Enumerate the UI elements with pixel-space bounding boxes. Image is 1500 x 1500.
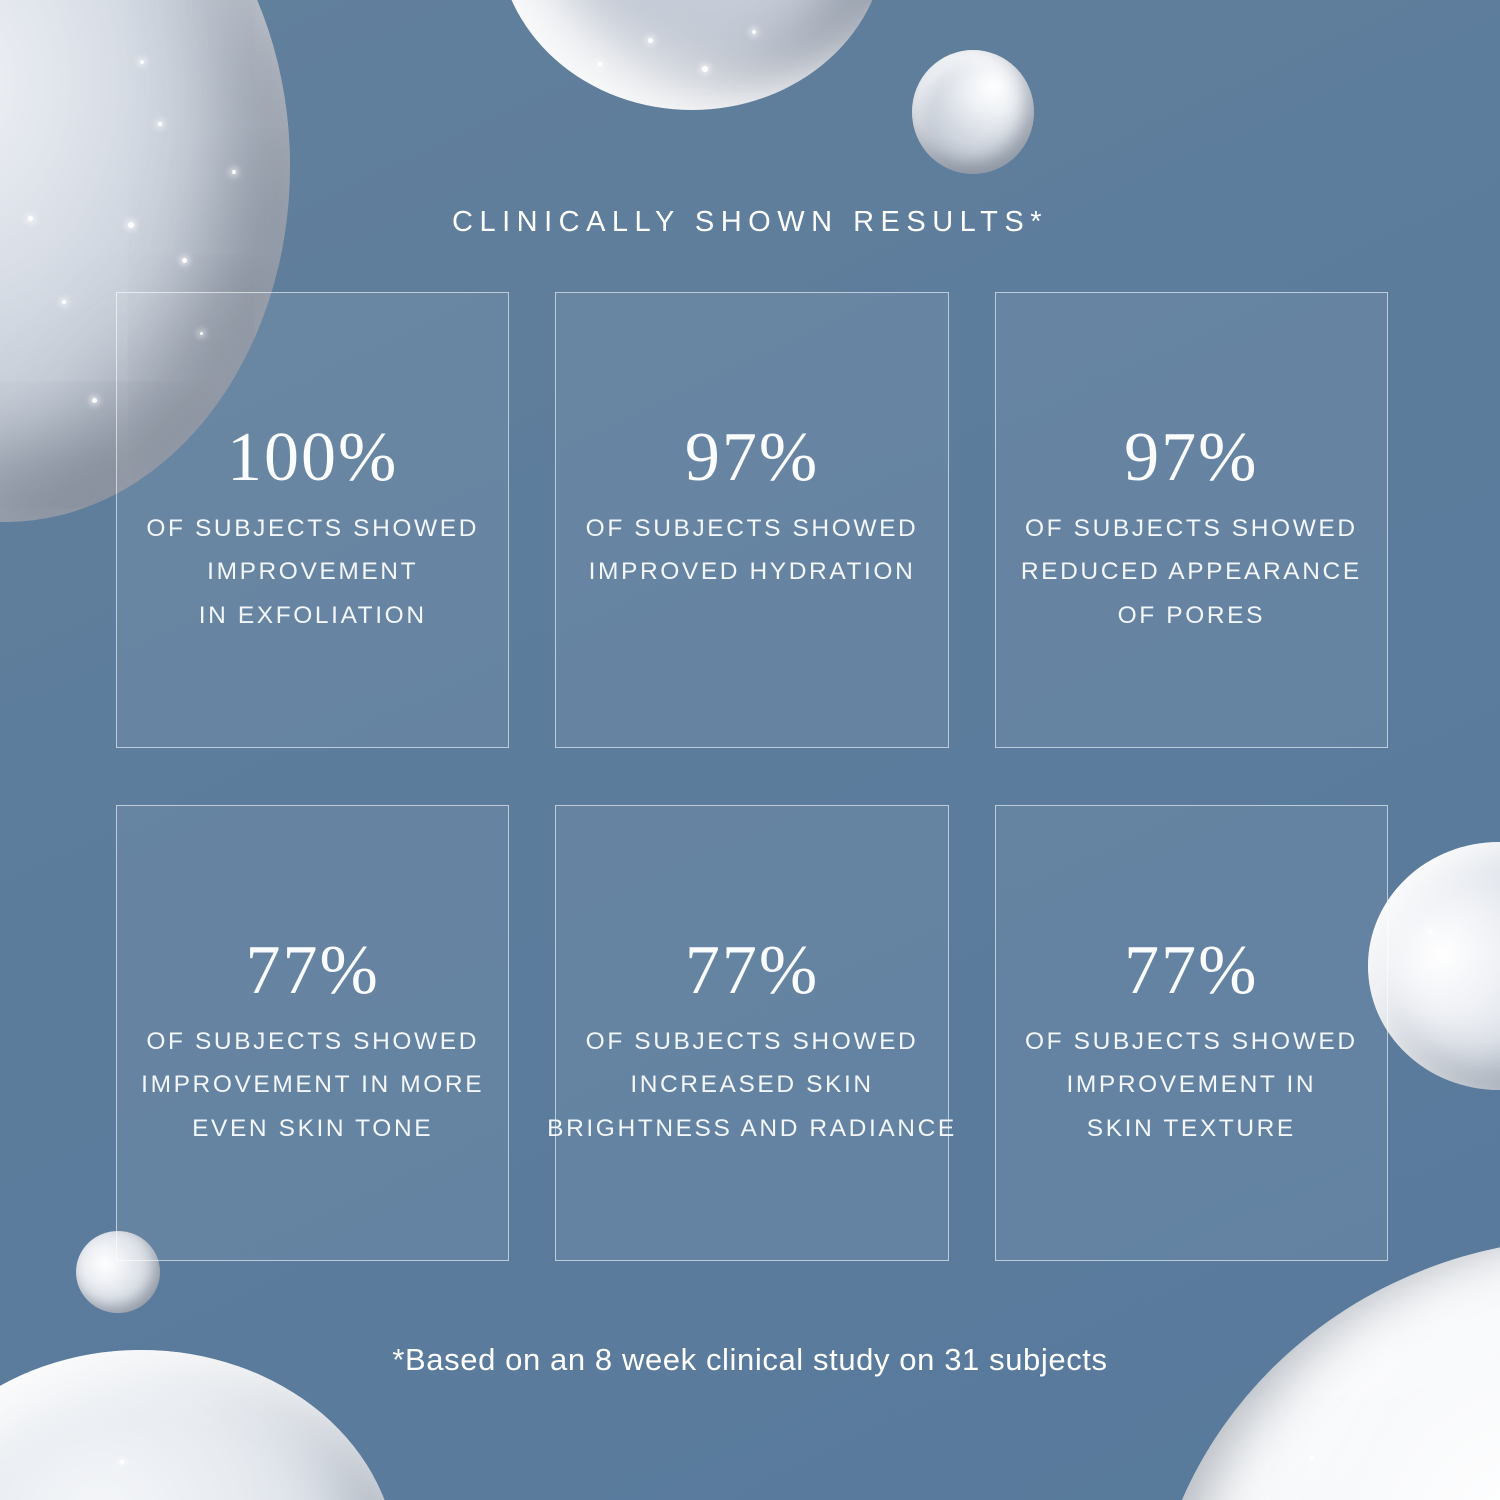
- sparkle: [128, 222, 134, 228]
- stat-description: OF SUBJECTS SHOWED IMPROVEMENT IN SKIN T…: [1025, 1027, 1358, 1142]
- sparkle: [752, 30, 756, 34]
- sparkle: [1428, 930, 1432, 934]
- stat-description: OF SUBJECTS SHOWED INCREASED SKIN BRIGHT…: [547, 1027, 957, 1142]
- stat-card-skin-tone: 77% OF SUBJECTS SHOWED IMPROVEMENT IN MO…: [116, 805, 510, 1261]
- sparkle: [702, 66, 708, 72]
- stat-value: 77%: [245, 932, 380, 1009]
- sparkle: [92, 398, 97, 403]
- sparkle: [232, 170, 236, 174]
- stat-value: 77%: [684, 932, 820, 1009]
- stat-description: OF SUBJECTS SHOWED IMPROVEMENT IN MORE E…: [141, 1027, 485, 1142]
- stat-card-brightness: 77% OF SUBJECTS SHOWED INCREASED SKIN BR…: [547, 805, 954, 1261]
- stat-value: 97%: [1124, 419, 1259, 496]
- page-title: CLINICALLY SHOWN RESULTS*: [452, 206, 1048, 238]
- sparkle: [200, 332, 203, 335]
- stat-card-texture: 77% OF SUBJECTS SHOWED IMPROVEMENT IN SK…: [994, 805, 1388, 1261]
- sparkle: [648, 38, 653, 43]
- droplet-small-left: [76, 1231, 160, 1313]
- sparkle: [182, 258, 187, 263]
- study-footnote: *Based on an 8 week clinical study on 31…: [392, 1342, 1108, 1377]
- stat-description: OF SUBJECTS SHOWED IMPROVEMENT IN EXFOLI…: [146, 514, 479, 629]
- sparkle: [1310, 1456, 1314, 1460]
- stat-value: 97%: [684, 419, 820, 496]
- stat-value: 100%: [227, 419, 399, 496]
- stat-card-exfoliation: 100% OF SUBJECTS SHOWED IMPROVEMENT IN E…: [116, 292, 510, 748]
- sparkle: [120, 1460, 124, 1464]
- stat-card-pores: 97% OF SUBJECTS SHOWED REDUCED APPEARANC…: [994, 292, 1388, 748]
- stat-description: OF SUBJECTS SHOWED REDUCED APPEARANCE OF…: [1020, 514, 1362, 629]
- sparkle: [158, 122, 162, 126]
- stat-card-hydration: 97% OF SUBJECTS SHOWED IMPROVED HYDRATIO…: [555, 292, 949, 748]
- stat-description: OF SUBJECTS SHOWED IMPROVED HYDRATION: [585, 514, 919, 586]
- sparkle: [598, 62, 602, 66]
- droplet-top-center: [498, 0, 886, 110]
- sparkle: [62, 300, 66, 304]
- sparkle: [140, 60, 144, 64]
- stat-card-grid: 100% OF SUBJECTS SHOWED IMPROVEMENT IN E…: [116, 292, 1388, 1261]
- droplet-top-right: [912, 50, 1034, 174]
- stat-value: 77%: [1124, 932, 1259, 1009]
- sparkle: [28, 216, 33, 221]
